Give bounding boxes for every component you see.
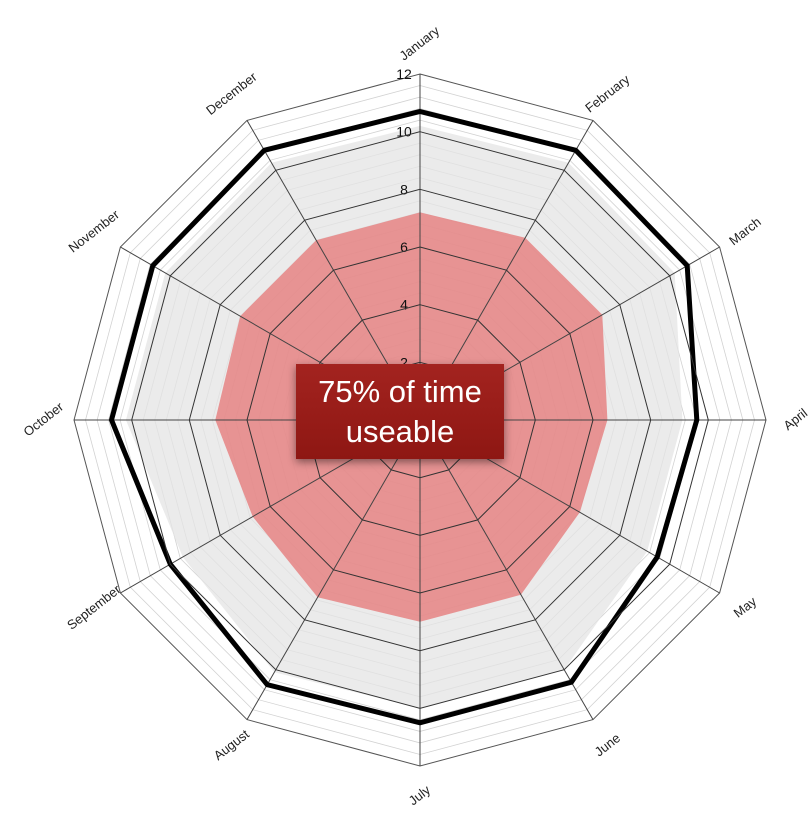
annotation-line-1: 75% of time [318,374,482,409]
usable-time-annotation: 75% of time useable [296,364,504,459]
axis-label-january: January [397,23,443,64]
grid-ring-major [188,188,652,652]
radial-tick-label: 12 [396,66,412,82]
radial-tick-label: 4 [400,297,408,313]
radial-tick-label: 6 [400,239,408,255]
series-black-line [108,108,700,726]
axis-label-february: February [582,71,633,115]
axis-label-september: September [64,581,124,632]
axis-label-may: May [731,593,760,620]
radial-tick-label: 2 [400,354,408,370]
radial-tick-label: 10 [396,124,412,140]
axis-label-april: April [780,405,809,433]
axis-label-november: November [66,206,123,255]
grid-ring-major [304,304,536,536]
grid-ring-major [131,131,709,709]
axis-label-december: December [203,69,260,118]
grid-ring-major [246,246,594,594]
radial-tick-label: 8 [400,181,408,197]
axis-label-august: August [211,726,252,763]
axis-label-june: June [592,730,623,759]
axis-label-july: July [406,782,434,808]
annotation-line-2: useable [345,414,455,449]
axis-label-october: October [21,399,67,440]
axis-label-march: March [726,214,764,248]
